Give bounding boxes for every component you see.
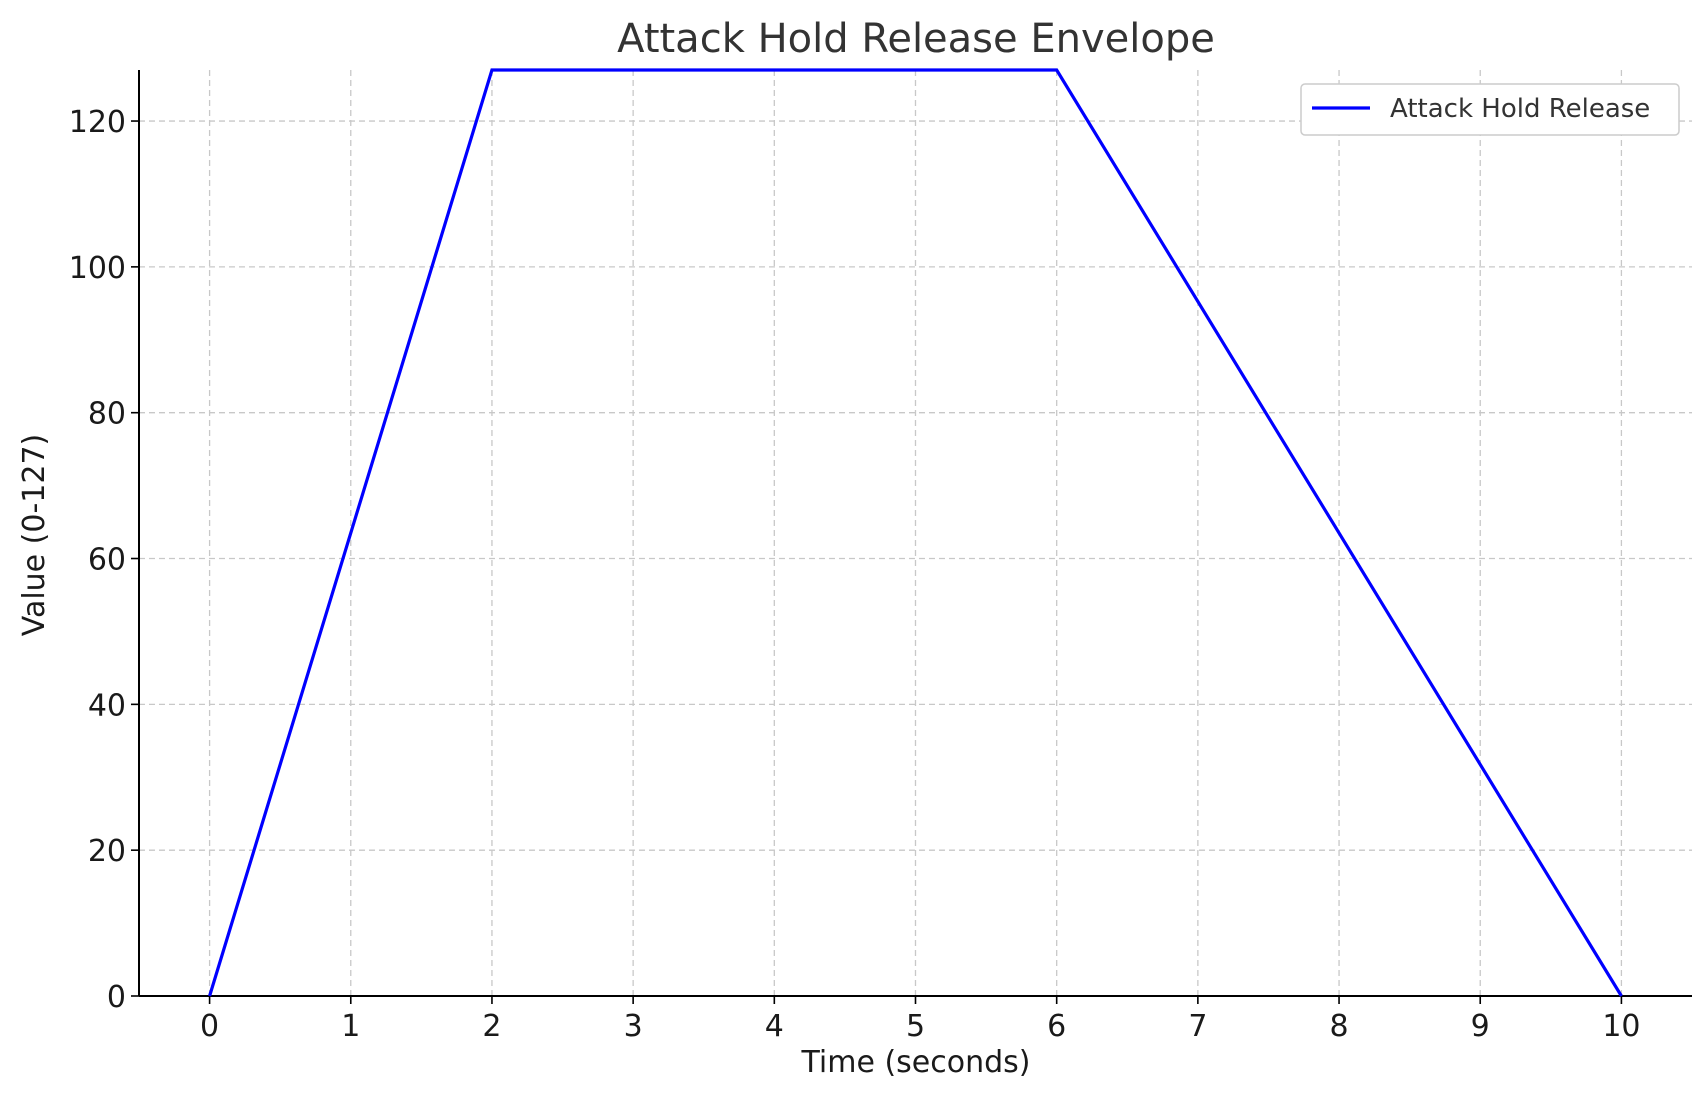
y-tick-label: 0 — [107, 980, 126, 1015]
x-tick-label: 2 — [482, 1009, 501, 1044]
legend-box — [1300, 83, 1680, 136]
x-axis-label: Time (seconds) — [801, 1045, 1031, 1080]
y-tick-label: 80 — [88, 397, 126, 432]
x-tick-label: 4 — [765, 1009, 784, 1044]
y-tick-label: 100 — [69, 251, 126, 286]
series-line-0 — [208, 68, 1623, 997]
series-lines — [208, 68, 1623, 997]
y-tick-label: 40 — [88, 688, 126, 723]
y-tick-label: 120 — [69, 105, 126, 140]
grid — [139, 70, 1692, 997]
x-tick-label: 8 — [1329, 1009, 1348, 1044]
x-tick-label: 7 — [1188, 1009, 1207, 1044]
x-tick-label: 1 — [341, 1009, 360, 1044]
x-tick-label: 0 — [200, 1009, 219, 1044]
y-tick-label: 20 — [88, 834, 126, 869]
x-tick-label: 3 — [624, 1009, 643, 1044]
y-tick-label: 60 — [88, 543, 126, 578]
x-tick-label: 10 — [1602, 1009, 1640, 1044]
chart-title: Attack Hold Release Envelope — [617, 16, 1215, 62]
x-tick-label: 9 — [1471, 1009, 1490, 1044]
axes — [131, 70, 1692, 1004]
x-tick-label: 5 — [906, 1009, 925, 1044]
y-axis-label: Value (0-127) — [17, 434, 52, 637]
legend-entry-attack-hold-release: Attack Hold Release — [1390, 94, 1650, 124]
x-tick-label: 6 — [1047, 1009, 1066, 1044]
legend: Attack Hold Release — [1300, 83, 1680, 136]
